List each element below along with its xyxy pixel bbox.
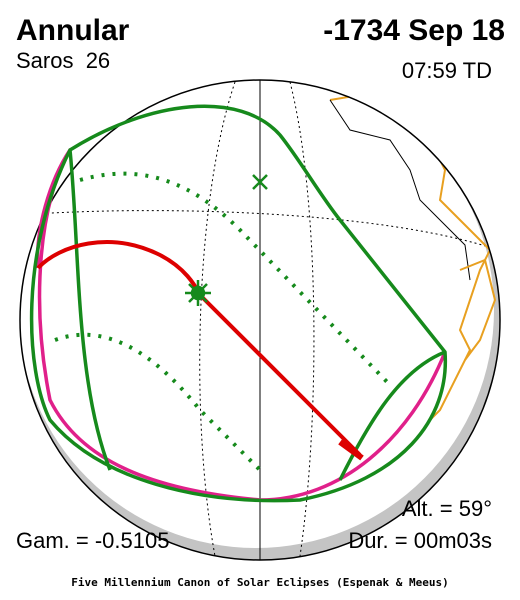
- eclipse-type: Annular: [16, 14, 130, 47]
- duration: Dur. = 00m03s: [348, 528, 492, 553]
- time: 07:59 TD: [402, 58, 492, 83]
- gamma: Gam. = -0.5105: [16, 528, 169, 553]
- altitude: Alt. = 59°: [402, 496, 492, 521]
- eclipse-path: [29, 104, 448, 503]
- globe: [19, 79, 501, 561]
- credit: Five Millennium Canon of Solar Eclipses …: [71, 576, 449, 589]
- saros: Saros 26: [16, 48, 110, 73]
- eclipse-date: -1734 Sep 18: [323, 14, 505, 47]
